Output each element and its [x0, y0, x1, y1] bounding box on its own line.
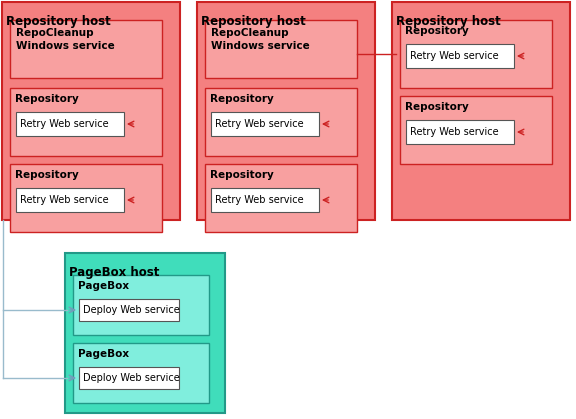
Bar [406, 120, 514, 144]
Bar [10, 88, 162, 156]
Bar [406, 44, 514, 68]
Text: Repository host: Repository host [201, 15, 306, 28]
Bar [205, 20, 357, 78]
Text: Deploy Web service: Deploy Web service [83, 373, 180, 383]
Text: Repository: Repository [15, 170, 79, 180]
Text: Retry Web service: Retry Web service [410, 51, 499, 61]
Text: Repository host: Repository host [396, 15, 501, 28]
Bar [400, 96, 552, 164]
Bar [211, 188, 319, 212]
Text: Retry Web service: Retry Web service [20, 119, 109, 129]
Bar [205, 164, 357, 232]
Text: Retry Web service: Retry Web service [410, 127, 499, 137]
Bar [73, 275, 209, 335]
Text: PageBox host: PageBox host [69, 266, 160, 279]
Text: PageBox: PageBox [78, 349, 129, 359]
Text: Repository: Repository [210, 94, 274, 104]
Text: Deploy Web service: Deploy Web service [83, 305, 180, 315]
Text: RepoCleanup
Windows service: RepoCleanup Windows service [16, 28, 115, 51]
Bar [73, 343, 209, 403]
Text: Repository: Repository [405, 102, 469, 112]
Bar [79, 299, 179, 321]
Bar [205, 88, 357, 156]
Bar [400, 20, 552, 88]
Bar [10, 20, 162, 78]
Bar [392, 2, 570, 220]
Text: RepoCleanup
Windows service: RepoCleanup Windows service [211, 28, 310, 51]
Text: Repository: Repository [405, 26, 469, 36]
Text: Repository: Repository [210, 170, 274, 180]
Text: Repository host: Repository host [6, 15, 111, 28]
Bar [10, 164, 162, 232]
Bar [16, 188, 124, 212]
Text: Retry Web service: Retry Web service [215, 119, 304, 129]
Bar [16, 112, 124, 136]
Bar [2, 2, 180, 220]
Bar [211, 112, 319, 136]
Bar [65, 253, 225, 413]
Bar [197, 2, 375, 220]
Text: PageBox: PageBox [78, 281, 129, 291]
Bar [79, 367, 179, 389]
Text: Repository: Repository [15, 94, 79, 104]
Text: Retry Web service: Retry Web service [215, 195, 304, 205]
Text: Retry Web service: Retry Web service [20, 195, 109, 205]
